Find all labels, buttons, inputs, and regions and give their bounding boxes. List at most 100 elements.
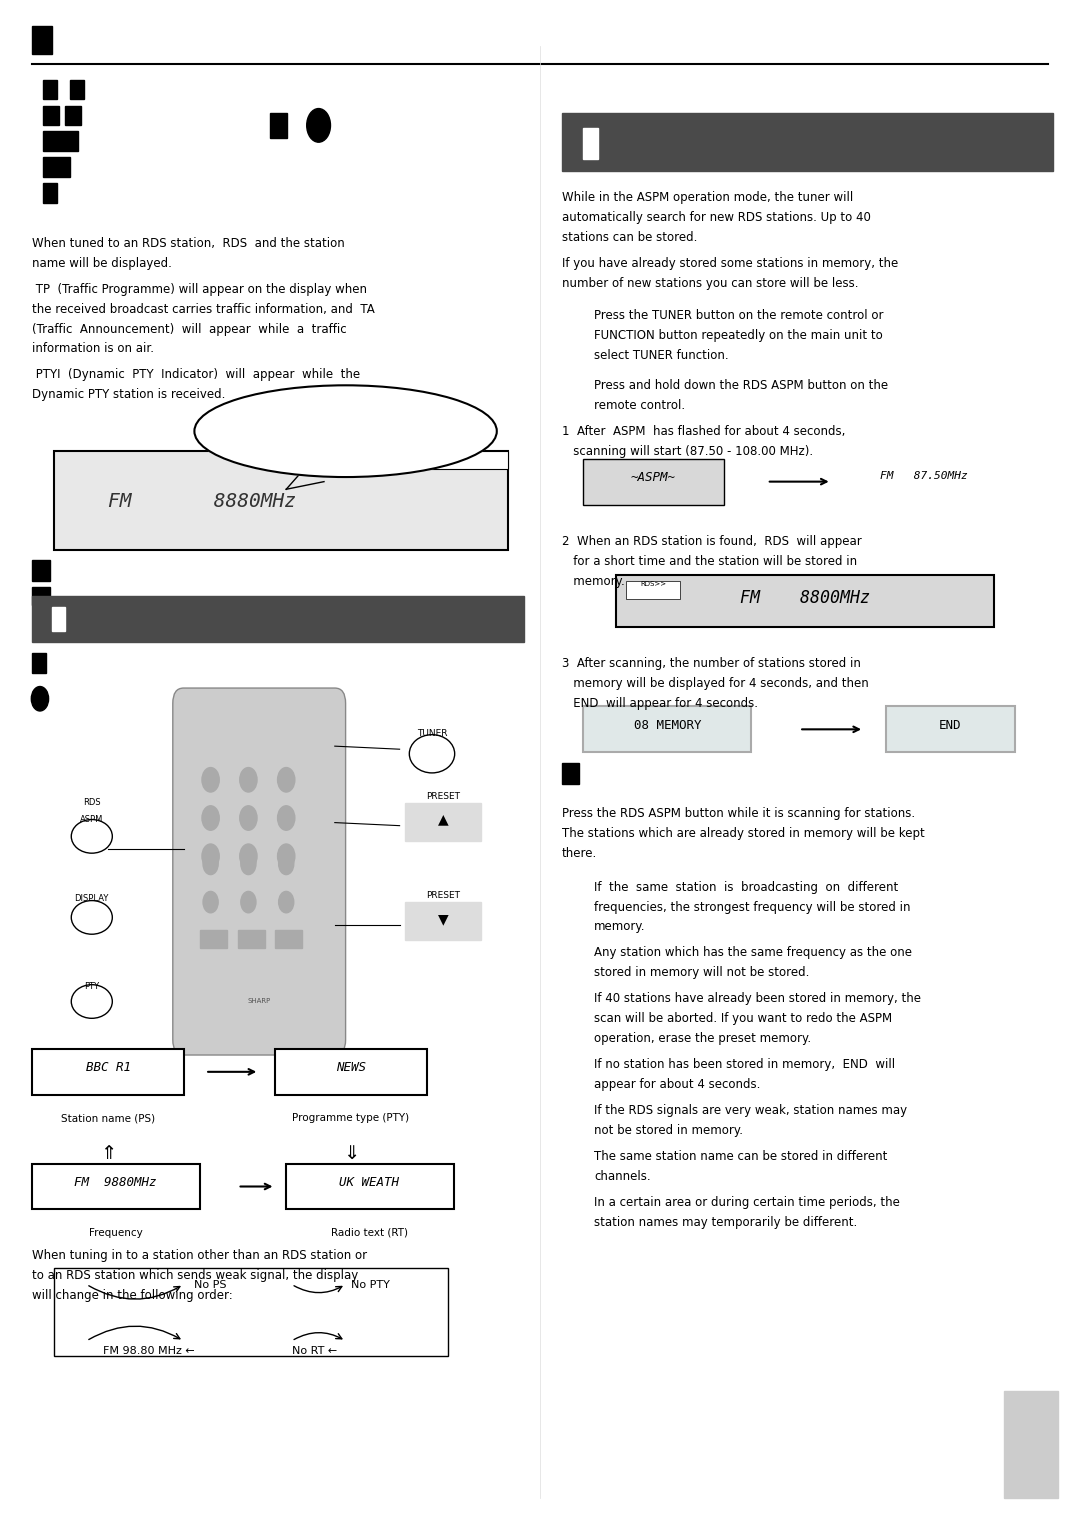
Text: Frequency: Frequency — [89, 1228, 143, 1238]
Circle shape — [278, 844, 295, 868]
Bar — [52, 607, 65, 631]
Text: there.: there. — [562, 847, 597, 861]
Text: PRESET: PRESET — [426, 792, 460, 801]
FancyBboxPatch shape — [583, 706, 751, 752]
Ellipse shape — [409, 735, 455, 772]
Bar — [43, 183, 57, 203]
Text: While in the ASPM operation mode, the tuner will: While in the ASPM operation mode, the tu… — [562, 191, 853, 205]
Bar — [200, 930, 227, 948]
Text: No PS: No PS — [194, 1280, 227, 1290]
Circle shape — [202, 768, 219, 792]
FancyBboxPatch shape — [583, 459, 724, 505]
Text: When tuning in to a station other than an RDS station or: When tuning in to a station other than a… — [32, 1249, 367, 1263]
Text: 2  When an RDS station is found,  RDS  will appear: 2 When an RDS station is found, RDS will… — [562, 535, 862, 549]
Bar — [43, 80, 57, 99]
Text: END  will appear for 4 seconds.: END will appear for 4 seconds. — [562, 697, 757, 711]
Bar — [405, 902, 481, 940]
Bar — [43, 106, 59, 125]
FancyBboxPatch shape — [173, 688, 346, 1055]
Circle shape — [240, 844, 257, 868]
Text: TP  (Traffic Programme) will appear on the display when: TP (Traffic Programme) will appear on th… — [32, 283, 367, 297]
Circle shape — [279, 891, 294, 913]
Text: PTY: PTY — [84, 982, 99, 991]
Text: operation, erase the preset memory.: operation, erase the preset memory. — [594, 1032, 811, 1046]
Text: UK WEATH: UK WEATH — [339, 1176, 400, 1190]
Bar — [583, 128, 598, 159]
Ellipse shape — [71, 820, 112, 853]
Text: ⇑: ⇑ — [99, 1144, 117, 1162]
Text: The same station name can be stored in different: The same station name can be stored in d… — [594, 1150, 888, 1164]
Text: In a certain area or during certain time periods, the: In a certain area or during certain time… — [594, 1196, 900, 1209]
Bar — [32, 596, 524, 642]
Text: No RT ←: No RT ← — [292, 1346, 337, 1356]
Text: Dynamic PTY station is received.: Dynamic PTY station is received. — [32, 388, 226, 402]
Text: the received broadcast carries traffic information, and  TA: the received broadcast carries traffic i… — [32, 303, 375, 317]
Text: FM   87.50MHz: FM 87.50MHz — [879, 471, 968, 482]
Text: Press and hold down the RDS ASPM button on the: Press and hold down the RDS ASPM button … — [594, 379, 888, 393]
Circle shape — [240, 806, 257, 830]
Text: ~ASPM~: ~ASPM~ — [631, 471, 676, 485]
Text: RDS>>: RDS>> — [640, 581, 666, 587]
Text: If no station has been stored in memory,  END  will: If no station has been stored in memory,… — [594, 1058, 895, 1072]
Text: The stations which are already stored in memory will be kept: The stations which are already stored in… — [562, 827, 924, 841]
Text: BBC R1: BBC R1 — [85, 1061, 131, 1075]
FancyBboxPatch shape — [275, 1049, 427, 1095]
Text: memory will be displayed for 4 seconds, and then: memory will be displayed for 4 seconds, … — [562, 677, 868, 691]
Text: ⇓: ⇓ — [342, 1144, 360, 1162]
Text: ▲: ▲ — [437, 812, 448, 827]
Text: station names may temporarily be different.: station names may temporarily be differe… — [594, 1216, 858, 1229]
Bar — [32, 26, 52, 54]
Text: scan will be aborted. If you want to redo the ASPM: scan will be aborted. If you want to red… — [594, 1012, 892, 1026]
Ellipse shape — [71, 901, 112, 934]
Text: frequencies, the strongest frequency will be stored in: frequencies, the strongest frequency wil… — [594, 901, 910, 914]
Text: for a short time and the station will be stored in: for a short time and the station will be… — [562, 555, 856, 569]
Text: channels.: channels. — [594, 1170, 650, 1183]
Ellipse shape — [194, 385, 497, 477]
Text: SHARP: SHARP — [247, 998, 271, 1005]
Text: memory.: memory. — [562, 575, 624, 589]
Bar — [562, 113, 1053, 171]
Circle shape — [202, 844, 219, 868]
Bar — [32, 587, 50, 605]
Text: PRESET: PRESET — [426, 891, 460, 901]
Text: When tuned to an RDS station,  RDS  and the station: When tuned to an RDS station, RDS and th… — [32, 237, 346, 251]
Text: If you have already stored some stations in memory, the: If you have already stored some stations… — [562, 257, 897, 271]
Bar — [270, 113, 287, 138]
Text: remote control.: remote control. — [594, 399, 685, 413]
Bar — [43, 157, 70, 177]
FancyBboxPatch shape — [616, 575, 994, 627]
FancyBboxPatch shape — [410, 451, 508, 469]
Text: ▼: ▼ — [437, 911, 448, 927]
Text: Station name (PS): Station name (PS) — [60, 1113, 156, 1124]
Text: number of new stations you can store will be less.: number of new stations you can store wil… — [562, 277, 859, 291]
Text: If  the  same  station  is  broadcasting  on  different: If the same station is broadcasting on d… — [594, 881, 899, 894]
Bar — [405, 803, 481, 841]
Bar — [32, 653, 46, 673]
Text: 3  After scanning, the number of stations stored in: 3 After scanning, the number of stations… — [562, 657, 861, 671]
Text: FM 98.80 MHz ←: FM 98.80 MHz ← — [103, 1346, 194, 1356]
Text: scanning will start (87.50 - 108.00 MHz).: scanning will start (87.50 - 108.00 MHz)… — [562, 445, 813, 459]
Text: ASPM: ASPM — [80, 815, 104, 824]
Text: TUNER: TUNER — [417, 729, 447, 739]
Text: FUNCTION button repeatedly on the main unit to: FUNCTION button repeatedly on the main u… — [594, 329, 882, 342]
Text: Press the RDS ASPM button while it is scanning for stations.: Press the RDS ASPM button while it is sc… — [562, 807, 915, 821]
Bar — [43, 131, 78, 151]
Text: If 40 stations have already been stored in memory, the: If 40 stations have already been stored … — [594, 992, 921, 1006]
FancyBboxPatch shape — [626, 581, 680, 599]
Bar — [1004, 1391, 1058, 1498]
Bar — [238, 930, 265, 948]
Text: DISPLAY: DISPLAY — [75, 894, 109, 904]
Text: stations can be stored.: stations can be stored. — [562, 231, 697, 245]
Text: stored in memory will not be stored.: stored in memory will not be stored. — [594, 966, 809, 980]
Text: PTYI  (Dynamic  PTY  Indicator)  will  appear  while  the: PTYI (Dynamic PTY Indicator) will appear… — [32, 368, 361, 382]
Text: RDS: RDS — [83, 798, 100, 807]
FancyArrowPatch shape — [419, 820, 467, 826]
Text: to an RDS station which sends weak signal, the display: to an RDS station which sends weak signa… — [32, 1269, 359, 1283]
Circle shape — [241, 853, 256, 875]
Bar — [32, 560, 50, 581]
Text: information is on air.: information is on air. — [32, 342, 154, 356]
Bar — [65, 106, 81, 125]
FancyBboxPatch shape — [286, 1164, 454, 1209]
Circle shape — [240, 768, 257, 792]
Text: No PTY: No PTY — [351, 1280, 390, 1290]
